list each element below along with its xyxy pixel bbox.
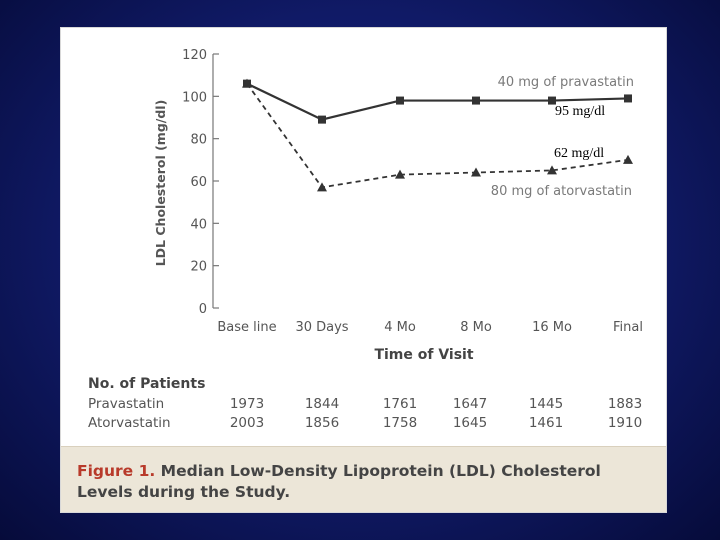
caption-text: Figure 1. Median Low-Density Lipoprotein… — [77, 461, 648, 503]
x-tick-label-1: 30 Days — [295, 320, 348, 335]
x-tick-label-3: 8 Mo — [460, 320, 492, 335]
table-cell-r0-c2: 1761 — [383, 396, 417, 412]
point-s0-3 — [472, 96, 480, 105]
figure-caption: Figure 1. Median Low-Density Lipoprotein… — [61, 446, 666, 512]
x-tick-label-4: 16 Mo — [532, 320, 572, 335]
series-group — [242, 78, 633, 192]
legend-atorvastatin: 80 mg of atorvastatin — [491, 184, 632, 199]
caption-body: Median Low-Density Lipoprotein (LDL) Cho… — [77, 462, 601, 501]
table-cell-r0-c5: 1883 — [608, 396, 642, 412]
y-axis: 0 20 40 60 80 100 120 — [182, 48, 219, 317]
point-s1-4 — [547, 165, 557, 175]
point-s0-1 — [318, 115, 326, 124]
point-s1-0 — [242, 78, 252, 88]
x-axis-title: Time of Visit — [374, 347, 473, 363]
y-tick-label-20: 20 — [190, 260, 207, 275]
table-cell-r0-c4: 1445 — [529, 396, 563, 412]
x-tick-label-0: Base line — [217, 320, 276, 335]
table-cell-r0-c0: 1973 — [230, 396, 264, 412]
table-cell-r0-c1: 1844 — [305, 396, 339, 412]
caption-prefix: Figure 1. — [77, 462, 156, 480]
y-tick-label-80: 80 — [190, 133, 207, 148]
table-cell-r1-c0: 2003 — [230, 415, 264, 431]
annotation-62: 62 mg/dl — [554, 146, 604, 161]
y-tick-label-100: 100 — [182, 90, 207, 105]
y-tick-label-0: 0 — [199, 302, 207, 317]
table-cell-r1-c1: 1856 — [305, 415, 339, 431]
table-cell-r1-c3: 1645 — [453, 415, 487, 431]
x-tick-label-2: 4 Mo — [384, 320, 416, 335]
point-s1-1 — [317, 182, 327, 192]
point-s0-2 — [396, 96, 404, 105]
y-tick-label-120: 120 — [182, 48, 207, 63]
point-s0-4 — [548, 96, 556, 105]
legend-pravastatin: 40 mg of pravastatin — [498, 75, 634, 90]
row-label-atorvastatin: Atorvastatin — [88, 415, 171, 431]
table-cell-r0-c3: 1647 — [453, 396, 487, 412]
figure-panel: 0 20 40 60 80 100 120 LDL Cholesterol (mg/dl) … — [60, 27, 667, 513]
point-s1-5 — [623, 154, 633, 164]
table-cell-r1-c5: 1910 — [608, 415, 642, 431]
y-tick-label-60: 60 — [190, 175, 207, 190]
y-tick-label-40: 40 — [190, 217, 207, 232]
table-cell-r1-c2: 1758 — [383, 415, 417, 431]
x-tick-label-5: Final — [613, 320, 643, 335]
row-label-pravastatin: Pravastatin — [88, 396, 164, 412]
y-axis-title: LDL Cholesterol (mg/dl) — [153, 100, 168, 267]
annotation-95: 95 mg/dl — [555, 104, 605, 119]
patients-table-heading: No. of Patients — [88, 376, 205, 392]
point-s1-2 — [395, 169, 405, 179]
patients-table-values: 1973 1844 1761 1647 1445 1883 2003 1856 1758 1645… — [230, 396, 642, 431]
x-tick-labels: Base line 30 Days 4 Mo 8 Mo 16 Mo Final — [217, 320, 643, 335]
series-line-0 — [246, 82, 629, 121]
series-line-1 — [246, 83, 629, 189]
point-s1-3 — [471, 167, 481, 177]
table-cell-r1-c4: 1461 — [529, 415, 563, 431]
point-s0-5 — [624, 94, 632, 103]
